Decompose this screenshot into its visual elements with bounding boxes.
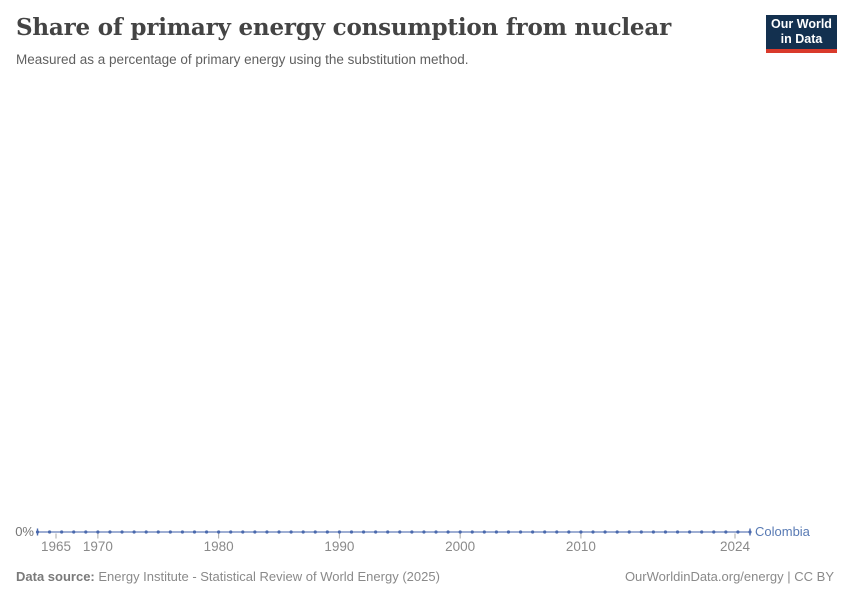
x-tick-label-1990: 1990: [324, 539, 355, 554]
data-source-text: Energy Institute - Statistical Review of…: [98, 569, 440, 584]
x-tick-label-2000: 2000: [445, 539, 476, 554]
owid-logo: Our World in Data: [766, 15, 837, 53]
x-tick-label-1970: 1970: [82, 539, 113, 554]
page-title: Share of primary energy consumption from…: [16, 14, 671, 41]
series-label-colombia[interactable]: Colombia: [755, 524, 810, 539]
attribution-link[interactable]: OurWorldinData.org/energy | CC BY: [624, 569, 834, 584]
owid-logo-line1: Our World: [771, 17, 832, 31]
x-axis-ticks: [55, 533, 736, 539]
data-source-label: Data source:: [16, 569, 95, 584]
x-tick-label-2024: 2024: [719, 539, 751, 554]
x-tick-label-1980: 1980: [203, 539, 234, 554]
data-series-colombia: [35, 528, 752, 536]
owid-logo-line2: in Data: [780, 32, 823, 46]
chart-subtitle: Measured as a percentage of primary ener…: [16, 52, 469, 67]
y-axis-zero-label: 0%: [15, 524, 34, 539]
x-tick-label-2010: 2010: [565, 539, 596, 554]
x-tick-label-1965: 1965: [40, 539, 72, 554]
data-source-note: Data source: Energy Institute - Statisti…: [16, 569, 440, 584]
